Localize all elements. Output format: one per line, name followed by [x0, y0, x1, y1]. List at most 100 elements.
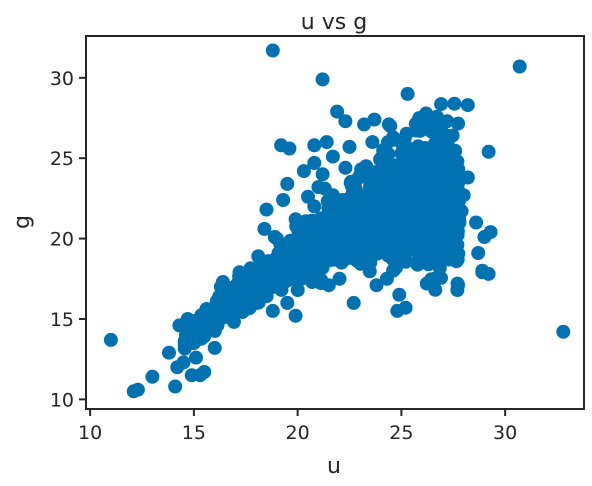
scatter-point: [288, 308, 303, 323]
scatter-point: [413, 205, 428, 220]
scatter-point: [483, 225, 498, 240]
scatter-point: [236, 295, 251, 310]
scatter-point: [325, 218, 340, 233]
scatter-point: [366, 237, 381, 252]
x-axis-label: u: [327, 454, 341, 479]
scatter-point: [186, 336, 201, 351]
scatter-point: [145, 369, 160, 384]
y-axis-ticks: 10 15 20 25 30: [50, 68, 86, 411]
scatter-point: [429, 152, 444, 167]
scatter-point: [381, 167, 396, 182]
scatter-point: [305, 275, 320, 289]
scatter-point: [434, 97, 449, 112]
scatter-point: [396, 244, 411, 259]
x-tick-label: 30: [493, 422, 517, 444]
y-tick-label: 20: [50, 229, 74, 251]
scatter-point: [199, 302, 214, 317]
scatter-point: [456, 188, 471, 203]
scatter-point: [450, 283, 465, 297]
x-tick-label: 25: [389, 422, 413, 444]
scatter-point: [353, 218, 368, 233]
x-tick-label: 10: [78, 422, 102, 444]
scatter-point: [460, 98, 475, 113]
scatter-point: [392, 287, 407, 302]
scatter-point: [400, 86, 415, 101]
scatter-point: [332, 271, 347, 286]
scatter-point: [481, 144, 496, 159]
scatter-point: [296, 164, 311, 179]
scatter-point: [444, 241, 459, 256]
scatter-point: [440, 160, 455, 175]
scatter-point: [334, 200, 349, 215]
scatter-point: [304, 213, 319, 228]
scatter-point: [451, 116, 466, 131]
scatter-point: [398, 228, 413, 243]
scatter-point: [168, 379, 183, 394]
scatter-point: [261, 254, 276, 269]
scatter-point: [365, 135, 380, 150]
scatter-point: [294, 265, 309, 280]
scatter-point: [307, 156, 322, 170]
scatter-point: [259, 202, 274, 217]
y-tick-label: 15: [50, 309, 74, 331]
scatter-point: [442, 252, 457, 267]
scatter-point: [176, 355, 191, 370]
scatter-point: [359, 159, 374, 174]
scatter-point: [348, 196, 363, 211]
scatter-point: [162, 345, 176, 360]
scatter-point: [209, 294, 224, 309]
scatter-point: [361, 209, 376, 224]
y-tick-label: 10: [50, 389, 74, 411]
scatter-point: [321, 205, 336, 220]
scatter-point: [381, 197, 396, 212]
scatter-point: [307, 199, 322, 214]
scatter-point: [400, 162, 415, 177]
scatter-point: [377, 151, 392, 166]
scatter-point: [394, 146, 409, 161]
scatter-point: [325, 188, 340, 203]
scatter-point: [460, 170, 475, 185]
scatter-point: [423, 230, 438, 244]
scatter-point: [251, 260, 266, 275]
scatter-point: [556, 324, 571, 339]
scatter-point: [298, 238, 313, 252]
scatter-point: [197, 365, 212, 379]
scatter-point: [218, 307, 232, 322]
scatter-point: [325, 149, 340, 164]
scatter-point: [425, 215, 440, 230]
x-tick-label: 20: [286, 422, 310, 444]
scatter-point: [280, 295, 295, 310]
scatter-point: [103, 332, 118, 347]
scatter-point: [247, 279, 262, 294]
scatter-point: [438, 220, 452, 235]
scatter-point: [512, 59, 527, 74]
scatter-point: [207, 340, 222, 355]
scatter-point: [274, 246, 289, 260]
scatter-point: [425, 114, 440, 129]
scatter-point: [332, 247, 347, 262]
y-axis-label: g: [10, 215, 35, 229]
scatter-point: [315, 167, 330, 182]
scatter-point: [434, 270, 448, 285]
scatter-point: [315, 72, 330, 87]
scatter-point: [475, 263, 490, 278]
scatter-point: [423, 170, 438, 185]
scatter-point: [280, 176, 295, 191]
scatter-points: [103, 43, 571, 399]
scatter-point: [267, 230, 282, 244]
scatter-point: [313, 255, 328, 270]
scatter-point: [363, 176, 378, 191]
scatter-point: [392, 215, 407, 230]
scatter-point: [430, 246, 445, 261]
scatter-point: [373, 220, 388, 235]
scatter-point: [433, 199, 448, 214]
scatter-point: [290, 283, 305, 297]
scatter-point: [373, 183, 388, 198]
scatter-point: [284, 236, 299, 251]
scatter-point: [230, 276, 245, 291]
scatter-point: [350, 231, 365, 246]
y-tick-label: 30: [50, 68, 74, 90]
scatter-point: [469, 215, 484, 230]
scatter-point: [431, 130, 446, 145]
